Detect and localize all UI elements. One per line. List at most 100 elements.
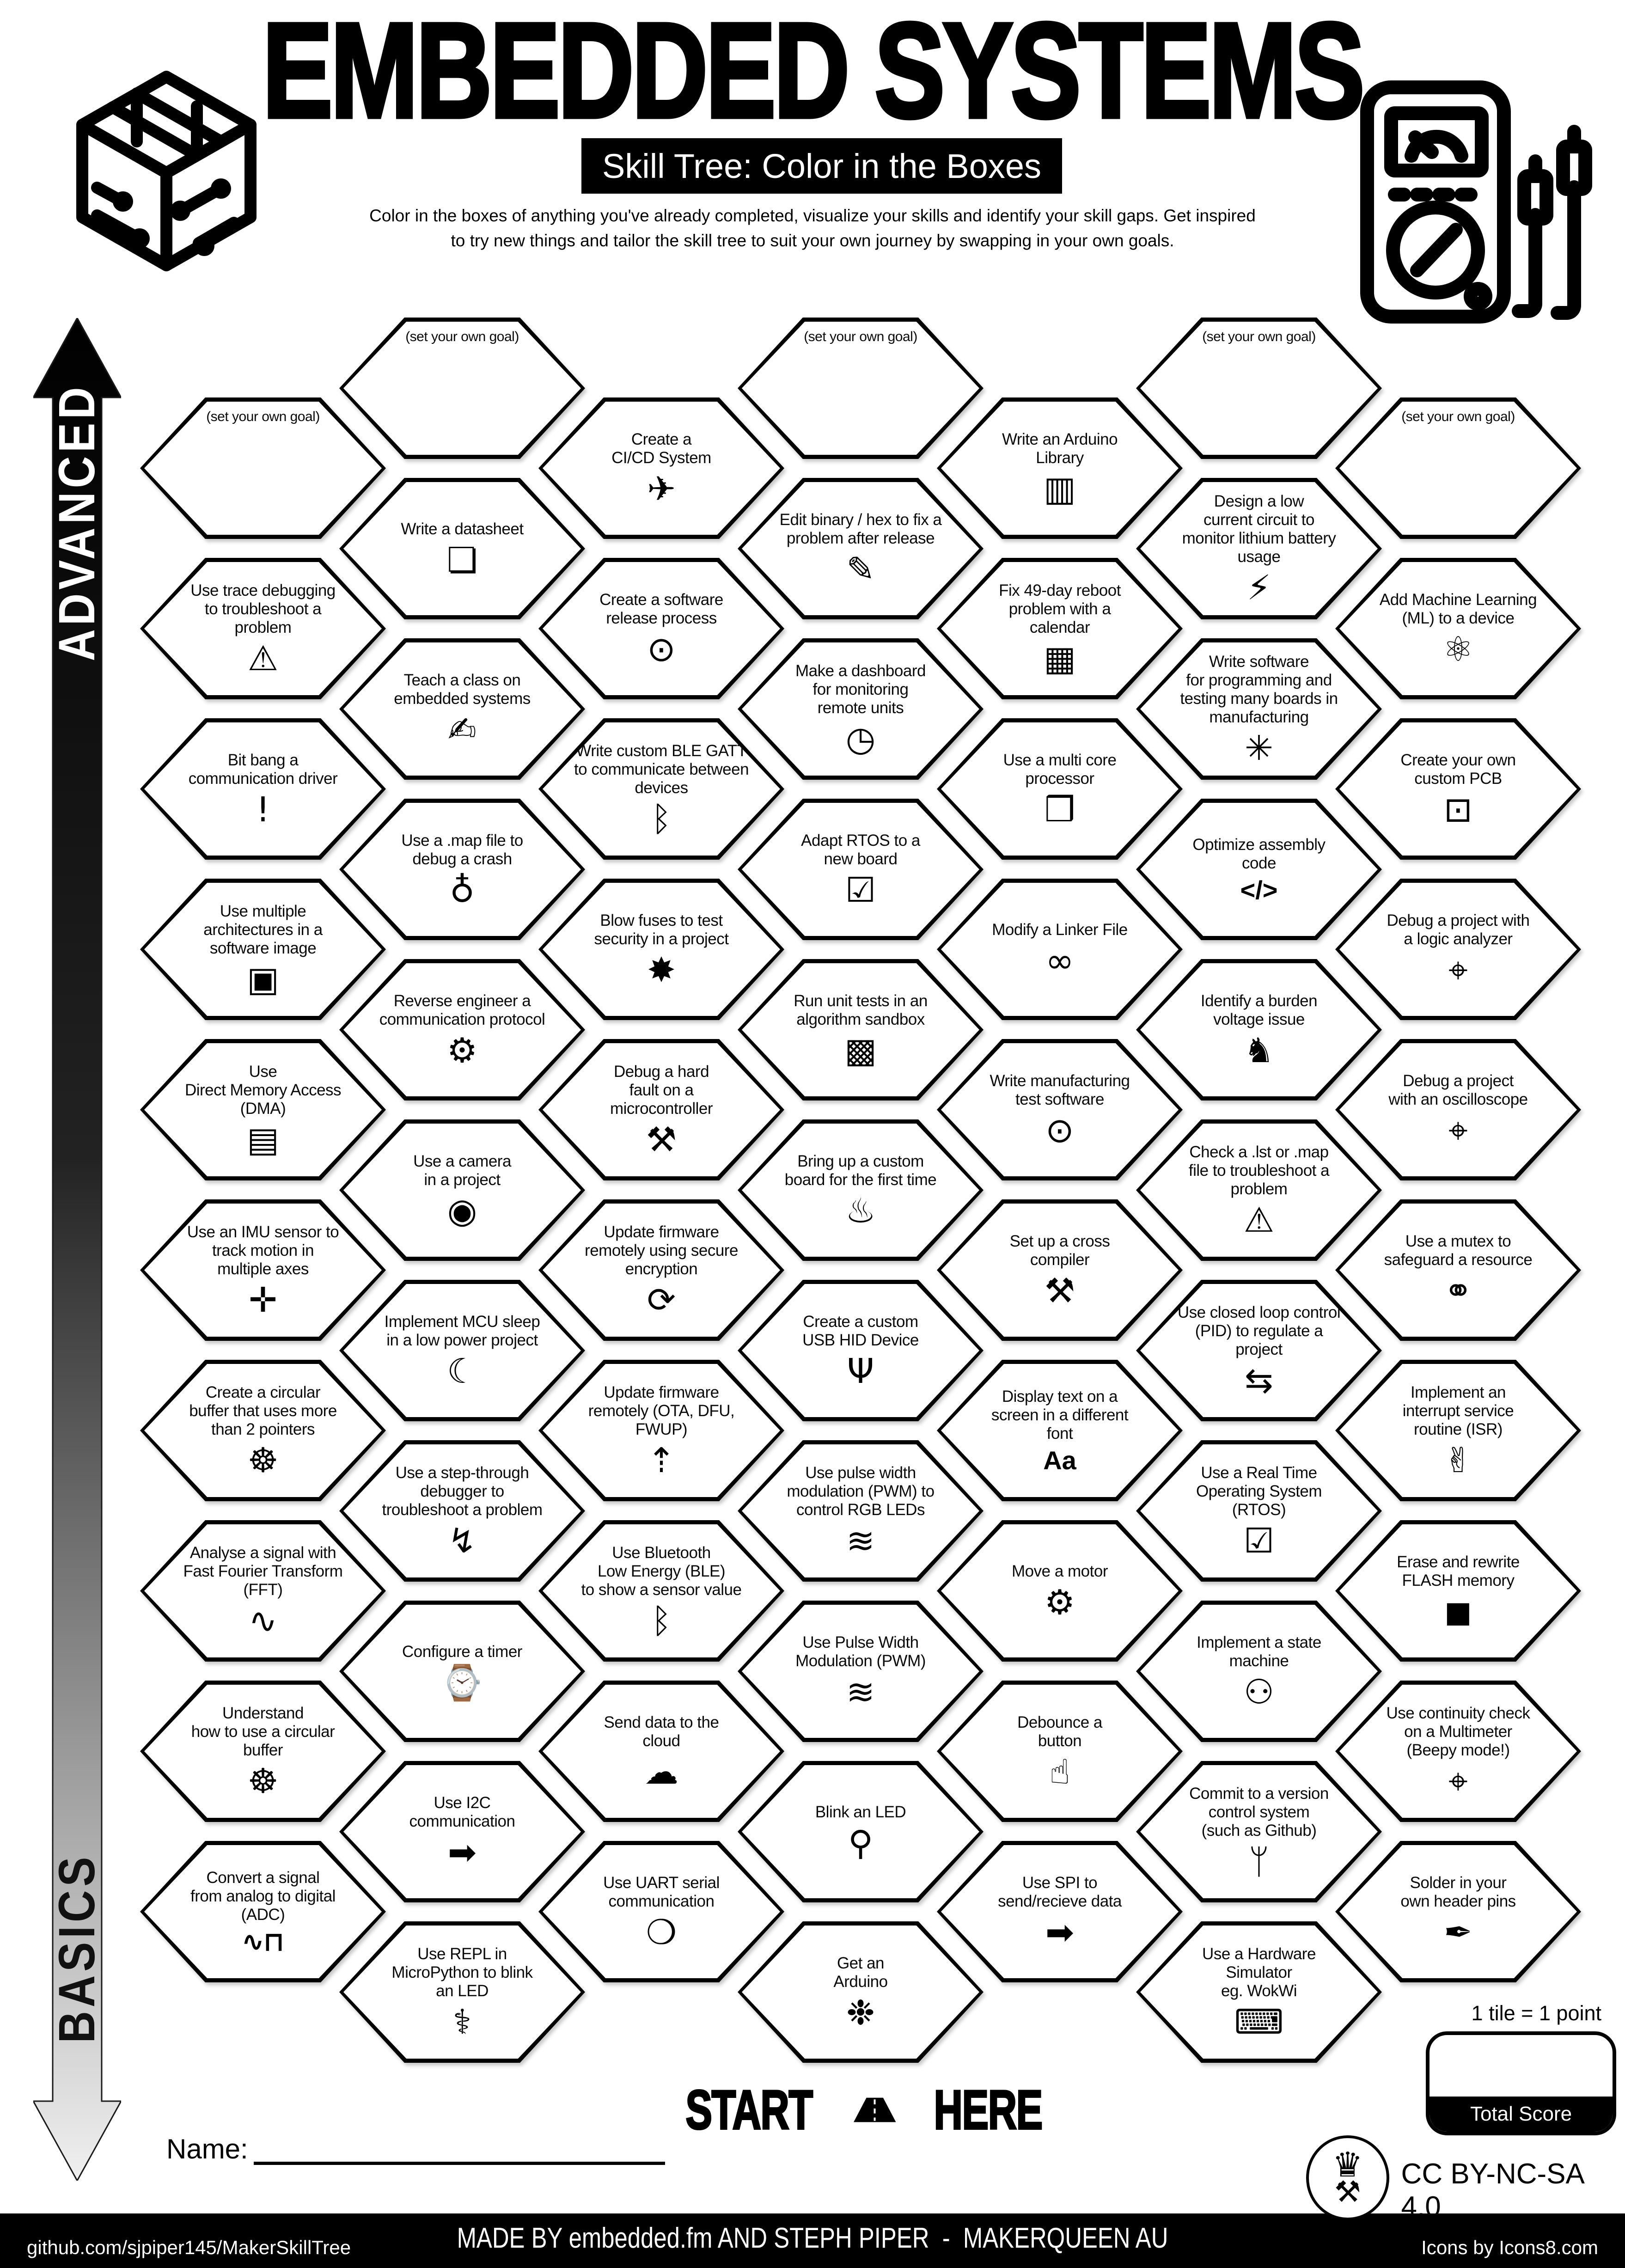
hex-set-your-own-goal[interactable]: (set your own goal) (140, 397, 386, 539)
hex-add-machine-learning-ml-to-a-device[interactable]: Add Machine Learning (ML) to a device ⚛ (1335, 558, 1581, 699)
road-icon (854, 2097, 896, 2122)
hex-teach-a-class-on-embedded-systems[interactable]: Teach a class on embedded systems ✍ (339, 638, 585, 780)
hex-use-a-real-time-operating-system-rtos[interactable]: Use a Real Time Operating System (RTOS) ☑ (1136, 1440, 1382, 1582)
hex-erase-and-rewrite-flash-memory[interactable]: Erase and rewrite FLASH memory ◼ (1335, 1520, 1581, 1662)
hex-optimize-assembly-code[interactable]: Optimize assembly code </> (1136, 799, 1382, 940)
cake-icon: ♨ (845, 1191, 876, 1231)
hex-label: Use Direct Memory Access (DMA) (184, 1063, 342, 1118)
hex-label: Get an Arduino (833, 1954, 888, 1991)
hex-create-a-software-release-process[interactable]: Create a software release process ⊙ (538, 558, 784, 699)
hex-update-firmware-remotely-ota-dfu-fwup[interactable]: Update firmware remotely (OTA, DFU, FWUP… (538, 1360, 784, 1501)
hex-modify-a-linker-file[interactable]: Modify a Linker File ∞ (937, 879, 1183, 1020)
hex-commit-to-a-version-control-system-such-as-github[interactable]: Commit to a version control system (such… (1136, 1761, 1382, 1902)
hex-label: Reverse engineer a communication protoco… (379, 992, 545, 1028)
subtitle-banner: Skill Tree: Color in the Boxes (581, 138, 1062, 194)
hex-debug-a-hard-fault-on-a-microcontroller[interactable]: Debug a hard fault on a microcontroller ⚒ (538, 1039, 784, 1180)
hex-write-an-arduino-library[interactable]: Write an Arduino Library ▥ (937, 397, 1183, 539)
hex-create-your-own-custom-pcb[interactable]: Create your own custom PCB ⊡ (1335, 718, 1581, 860)
hex-label: Run unit tests in an algorithm sandbox (794, 992, 928, 1028)
hex-blink-an-led[interactable]: Blink an LED ⚲ (738, 1761, 984, 1902)
hex-use-a-camera-in-a-project[interactable]: Use a camera in a project ◉ (339, 1119, 585, 1261)
hex-use-spi-to-send-recieve-data[interactable]: Use SPI to send/recieve data ➡ (937, 1841, 1183, 1982)
total-score-box[interactable]: Total Score (1426, 2031, 1616, 2135)
hex-set-your-own-goal[interactable]: (set your own goal) (1335, 397, 1581, 539)
cube-3d-icon: ❒ (1044, 789, 1075, 830)
hex-fix-49-day-reboot-problem-with-a-calendar[interactable]: Fix 49-day reboot problem with a calenda… (937, 558, 1183, 699)
hex-use-an-imu-sensor-to-track-motion-in-multiple-axes[interactable]: Use an IMU sensor to track motion in mul… (140, 1199, 386, 1341)
hex-create-a-custom-usb-hid-device[interactable]: Create a custom USB HID Device Ψ (738, 1280, 984, 1421)
hex-identify-a-burden-voltage-issue[interactable]: Identify a burden voltage issue ♞ (1136, 959, 1382, 1100)
hex-update-firmware-remotely-using-secure-encryption[interactable]: Update firmware remotely using secure en… (538, 1199, 784, 1341)
hex-run-unit-tests-in-an-algorithm-sandbox[interactable]: Run unit tests in an algorithm sandbox ▩ (738, 959, 984, 1100)
git-branch-icon: ᛘ (1248, 1841, 1270, 1882)
hex-implement-a-state-machine[interactable]: Implement a state machine ⚇ (1136, 1601, 1382, 1742)
pwm-waves-icon: ≋ (846, 1521, 875, 1561)
hex-create-a-ci-cd-system[interactable]: Create a CI/CD System ✈ (538, 397, 784, 539)
hex-use-uart-serial-communication[interactable]: Use UART serial communication ❍ (538, 1841, 784, 1982)
head-gear-icon: ⚛ (1442, 629, 1474, 669)
hex-fill-area: (set your own goal) (1339, 402, 1577, 535)
hex-use-a-multi-core-processor[interactable]: Use a multi core processor ❒ (937, 718, 1183, 860)
hex-use-pulse-width-modulation-pwm-to-control-rgb-leds[interactable]: Use pulse width modulation (PWM) to cont… (738, 1440, 984, 1582)
circuit-cube-icon (76, 71, 257, 271)
hex-solder-in-your-own-header-pins[interactable]: Solder in your own header pins ✒ (1335, 1841, 1581, 1982)
hex-label: Configure a timer (402, 1643, 522, 1661)
hex-get-an-arduino[interactable]: Get an Arduino ❉ (738, 1921, 984, 2063)
hex-use-bluetooth-low-energy-ble-to-show-a-sensor-value[interactable]: Use Bluetooth Low Energy (BLE) to show a… (538, 1520, 784, 1662)
hex-implement-mcu-sleep-in-a-low-power-project[interactable]: Implement MCU sleep in a low power proje… (339, 1280, 585, 1421)
hex-debug-a-project-with-a-logic-analyzer[interactable]: Debug a project with a logic analyzer ⌖ (1335, 879, 1581, 1020)
tile-points-note: 1 tile = 1 point (1471, 2001, 1601, 2025)
hex-move-a-motor[interactable]: Move a motor ⚙ (937, 1520, 1183, 1662)
hex-use-pulse-width-modulation-pwm[interactable]: Use Pulse Width Modulation (PWM) ≋ (738, 1601, 984, 1742)
crown-icon: ♛ (1332, 2145, 1363, 2185)
hex-bit-bang-a-communication-driver[interactable]: Bit bang a communication driver! (140, 718, 386, 860)
hex-design-a-low-current-circuit-to-monitor-lithium-battery-usage[interactable]: Design a low current circuit to monitor … (1136, 478, 1382, 619)
hex-use-continuity-check-on-a-multimeter-beepy-mode[interactable]: Use continuity check on a Multimeter (Be… (1335, 1681, 1581, 1822)
hex-make-a-dashboard-for-monitoring-remote-units[interactable]: Make a dashboard for monitoring remote u… (738, 638, 984, 780)
hex-use-i2c-communication[interactable]: Use I2C communication ➡ (339, 1761, 585, 1902)
name-input-line[interactable] (253, 2134, 665, 2165)
hex-understand-how-to-use-a-circular-buffer[interactable]: Understand how to use a circular buffer ☸ (140, 1681, 386, 1822)
hex-use-a-hardware-simulator-eg-wokwi[interactable]: Use a Hardware Simulator eg. WokWi ⌨ (1136, 1921, 1382, 2063)
hex-blow-fuses-to-test-security-in-a-project[interactable]: Blow fuses to test security in a project… (538, 879, 784, 1020)
hex-adapt-rtos-to-a-new-board[interactable]: Adapt RTOS to a new board ☑ (738, 799, 984, 940)
hex-write-a-datasheet[interactable]: Write a datasheet ❏ (339, 478, 585, 619)
hex-check-a-lst-or-map-file-to-troubleshoot-a-problem[interactable]: Check a .lst or .map file to troubleshoo… (1136, 1119, 1382, 1261)
hex-use-repl-in-micropython-to-blink-an-led[interactable]: Use REPL in MicroPython to blink an LED ⚕ (339, 1921, 585, 2063)
hex-use-trace-debugging-to-troubleshoot-a-problem[interactable]: Use trace debugging to troubleshoot a pr… (140, 558, 386, 699)
hex-use-multiple-architectures-in-a-software-image[interactable]: Use multiple architectures in a software… (140, 879, 386, 1020)
hex-convert-a-signal-from-analog-to-digital-adc[interactable]: Convert a signal from analog to digital … (140, 1841, 386, 1982)
footer-github-link[interactable]: github.com/sjpiper145/MakerSkillTree (27, 2237, 351, 2258)
font-aa-icon: Aa (1043, 1445, 1076, 1475)
hex-implement-an-interrupt-service-routine-isr[interactable]: Implement an interrupt service routine (… (1335, 1360, 1581, 1501)
hex-bring-up-a-custom-board-for-the-first-time[interactable]: Bring up a custom board for the first ti… (738, 1119, 984, 1261)
hex-use-a-map-file-to-debug-a-crash[interactable]: Use a .map file to debug a crash ♁ (339, 799, 585, 940)
hex-set-your-own-goal[interactable]: (set your own goal) (738, 318, 984, 459)
sleep-moon-icon: ☾ (446, 1351, 478, 1391)
hex-label: (set your own goal) (206, 409, 320, 424)
pcb-icon: ⊡ (1443, 789, 1472, 830)
hex-write-software-for-programming-and-testing-many-boards-in-manufacturing[interactable]: Write software for programming and testi… (1136, 638, 1382, 780)
hex-edit-binary-hex-to-fix-a-problem-after-release[interactable]: Edit binary / hex to fix a problem after… (738, 478, 984, 619)
hex-create-a-circular-buffer-that-uses-more-than-2-pointers[interactable]: Create a circular buffer that uses more … (140, 1360, 386, 1501)
hex-set-up-a-cross-compiler[interactable]: Set up a cross compiler ⚒ (937, 1199, 1183, 1341)
hex-set-your-own-goal[interactable]: (set your own goal) (1136, 318, 1382, 459)
hex-set-your-own-goal[interactable]: (set your own goal) (339, 318, 585, 459)
footer-icons8-credit[interactable]: Icons by Icons8.com (1421, 2237, 1598, 2258)
hex-use-a-mutex-to-safeguard-a-resource[interactable]: Use a mutex to safeguard a resource ⚭ (1335, 1199, 1581, 1341)
hex-use-direct-memory-access-dma[interactable]: Use Direct Memory Access (DMA) ▤ (140, 1039, 386, 1180)
hex-configure-a-timer[interactable]: Configure a timer ⌚ (339, 1601, 585, 1742)
hex-debounce-a-button[interactable]: Debounce a button ☝ (937, 1681, 1183, 1822)
hex-use-closed-loop-control-pid-to-regulate-a-project[interactable]: Use closed loop control (PID) to regulat… (1136, 1280, 1382, 1421)
hex-write-custom-ble-gatt-to-communicate-between-devices[interactable]: Write custom BLE GATT to communicate bet… (538, 718, 784, 860)
code-window-icon: </> (1240, 875, 1278, 905)
hex-write-manufacturing-test-software[interactable]: Write manufacturing test software ⊙ (937, 1039, 1183, 1180)
hex-debug-a-project-with-an-oscilloscope[interactable]: Debug a project with an oscilloscope ⌖ (1335, 1039, 1581, 1180)
hex-display-text-on-a-screen-in-a-different-font[interactable]: Display text on a screen in a different … (937, 1360, 1183, 1501)
hex-send-data-to-the-cloud[interactable]: Send data to the cloud ☁ (538, 1681, 784, 1822)
hex-reverse-engineer-a-communication-protocol[interactable]: Reverse engineer a communication protoco… (339, 959, 585, 1100)
hex-analyse-a-signal-with-fast-fourier-transform-fft[interactable]: Analyse a signal with Fast Fourier Trans… (140, 1520, 386, 1662)
hex-label: Write a datasheet (401, 520, 524, 538)
hex-use-a-step-through-debugger-to-troubleshoot-a-problem[interactable]: Use a step-through debugger to troublesh… (339, 1440, 585, 1582)
adc-signal-icon: ∿⊓ (242, 1926, 284, 1956)
